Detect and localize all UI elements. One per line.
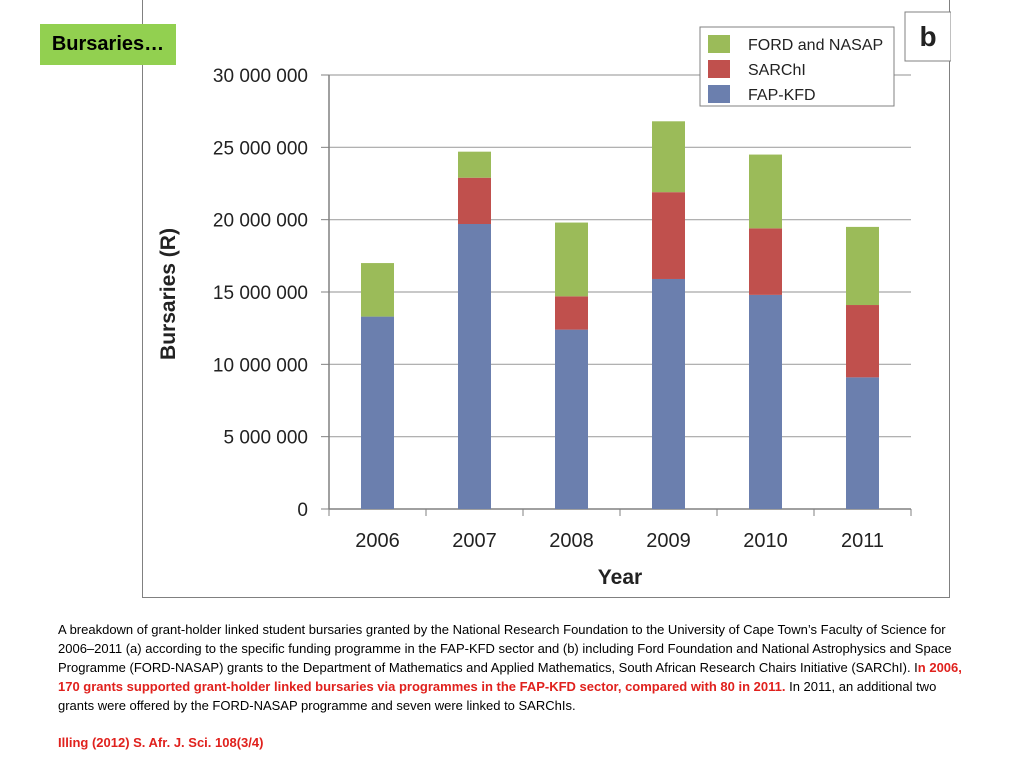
bar-segment [749,154,782,229]
caption-highlight: n 2006, 170 grants supported grant-holde… [58,660,962,694]
citation: Illing (2012) S. Afr. J. Sci. 108(3/4) [58,735,264,750]
panel-label: b [919,21,936,52]
y-tick-label: 5 000 000 [223,428,308,449]
panel-label-box [904,11,951,62]
legend-swatch [708,85,730,103]
x-tick-label: 2009 [646,530,691,552]
y-tick-label: 30 000 000 [213,66,308,87]
y-tick-label: 25 000 000 [213,138,308,159]
y-axis-title: Bursaries (R) [157,228,180,360]
stacked-bar-chart: 0 5 000 000 10 000 000 15 000 000 20 000 000… [157,11,951,589]
bar-segment [458,151,491,178]
bar-segment [555,329,588,509]
bar-segment [846,226,879,306]
y-tick-label: 10 000 000 [213,355,308,376]
bar-segment [652,121,685,193]
bar-segment [361,316,394,509]
bar-segment [846,377,879,509]
y-tick-label: 20 000 000 [213,211,308,232]
y-tick-label: 15 000 000 [213,283,308,304]
bar-segment [846,305,879,378]
legend-label: FAP-KFD [748,87,816,104]
legend-box [699,26,895,107]
bar-segment [749,294,782,509]
bar-segment [555,296,588,330]
legend-swatch [708,60,730,78]
y-tick-label: 0 [297,500,308,521]
x-tick-label: 2007 [452,530,497,552]
bar-segment [458,177,491,225]
legend-label: FORD and NASAP [748,37,883,54]
chart-frame: 0 5 000 000 10 000 000 15 000 000 20 000 000… [142,0,951,598]
caption-text-2: In 2011, an additional two grants were o… [58,679,937,713]
bar-segment [652,278,685,509]
x-tick-label: 2010 [743,530,788,552]
x-axis-title: Year [598,566,642,589]
bar-segment [555,222,588,297]
legend-label: SARChI [748,62,806,79]
x-tick-label: 2011 [841,530,884,552]
x-tick-label: 2008 [549,530,594,552]
bar-segment [361,263,394,317]
figure-caption: A breakdown of grant-holder linked stude… [58,620,973,715]
legend-swatch [708,35,730,53]
bar-segment [749,228,782,295]
slide-title-badge: Bursaries… [40,24,176,65]
x-tick-label: 2006 [355,530,400,552]
caption-text-1: A breakdown of grant-holder linked stude… [58,622,952,675]
bar-segment [458,224,491,510]
bar-segment [652,192,685,279]
